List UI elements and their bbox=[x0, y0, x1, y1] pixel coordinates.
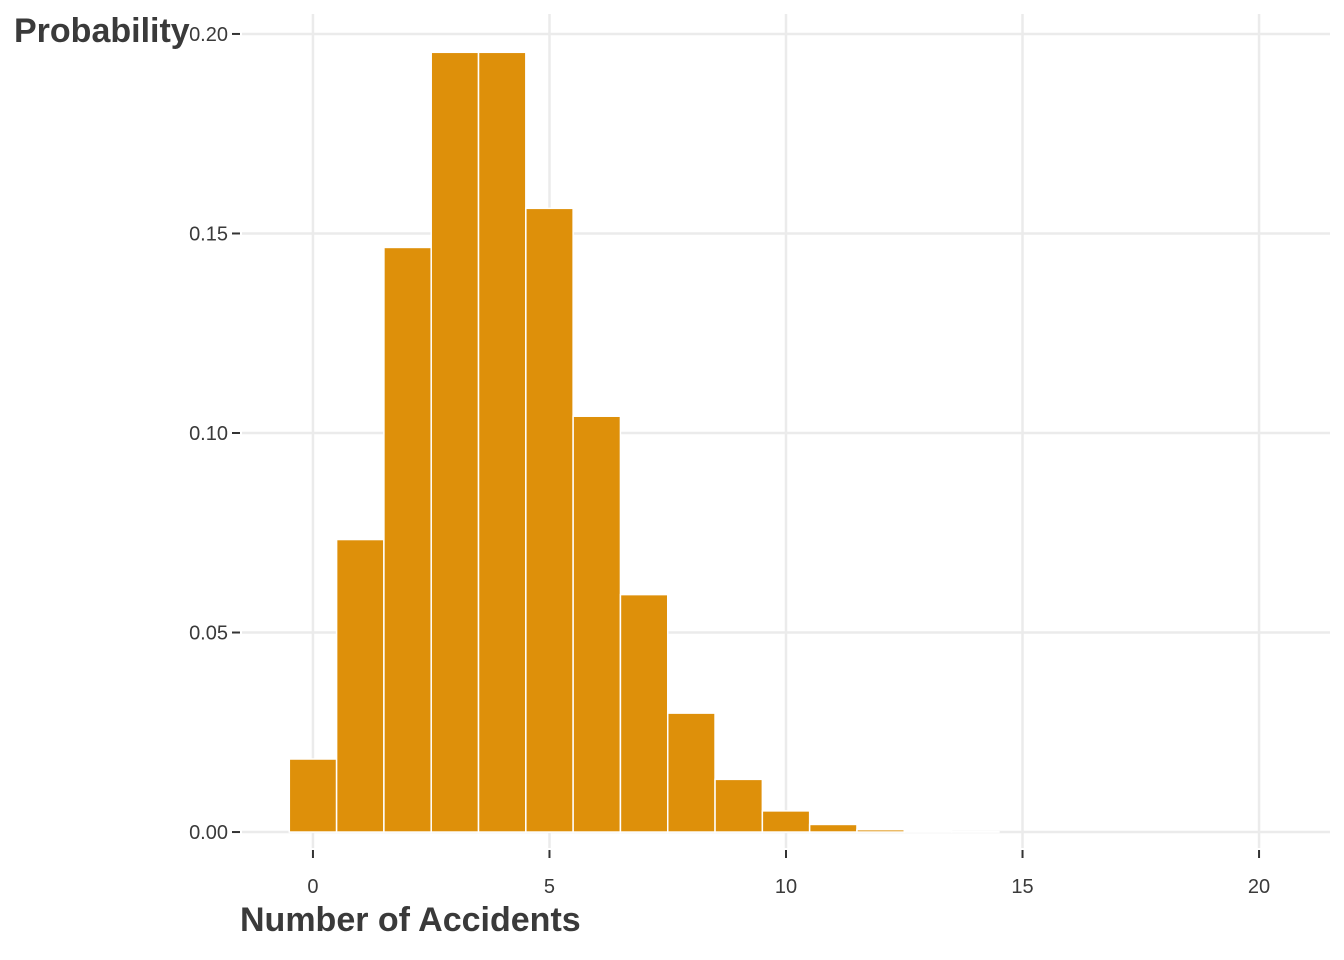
bar bbox=[477, 51, 527, 833]
y-axis-title: Probability bbox=[14, 12, 190, 50]
bar bbox=[525, 207, 574, 833]
y-tick-label: 0.05 bbox=[189, 623, 228, 645]
bar bbox=[572, 415, 622, 833]
bar bbox=[714, 778, 764, 833]
x-tick-label: 10 bbox=[775, 876, 797, 898]
bar bbox=[619, 593, 669, 833]
bar bbox=[383, 246, 432, 833]
y-axis: 0.00 0.05 0.10 0.15 0.20 bbox=[189, 24, 240, 844]
y-tick-label: 0.10 bbox=[189, 423, 228, 445]
bar bbox=[666, 712, 716, 833]
x-tick-label: 0 bbox=[307, 876, 318, 898]
bar bbox=[288, 758, 338, 833]
bar bbox=[808, 823, 858, 833]
y-tick-label: 0.20 bbox=[189, 24, 228, 46]
bar bbox=[856, 828, 906, 833]
bar bbox=[335, 538, 385, 833]
y-tick-label: 0.00 bbox=[189, 822, 228, 844]
bar bbox=[761, 810, 811, 833]
x-tick-label: 20 bbox=[1248, 876, 1270, 898]
x-tick-label: 5 bbox=[544, 876, 555, 898]
bar bbox=[430, 51, 480, 833]
bars bbox=[288, 51, 1000, 833]
x-tick-label: 15 bbox=[1011, 876, 1033, 898]
x-axis-title: Number of Accidents bbox=[240, 901, 581, 939]
bar bbox=[903, 830, 953, 833]
x-axis: 0 5 10 15 20 bbox=[307, 850, 1270, 898]
y-tick-label: 0.15 bbox=[189, 223, 228, 245]
